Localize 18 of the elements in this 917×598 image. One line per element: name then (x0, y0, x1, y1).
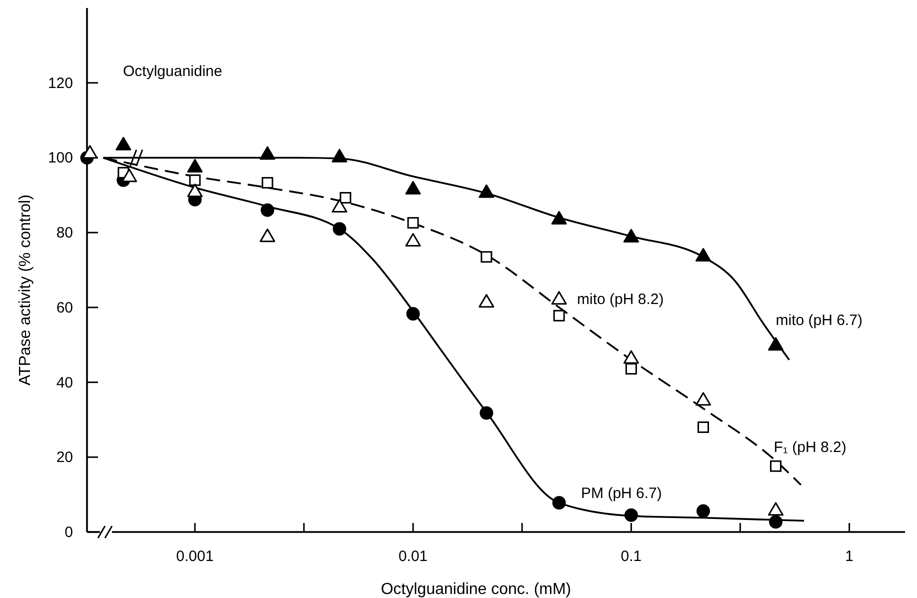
series-label: PM (pH 6.7) (581, 484, 662, 502)
y-tick-label: 60 (56, 299, 73, 316)
x-tick-label: 0.001 (176, 548, 214, 565)
series-label: mito (pH 6.7) (776, 312, 862, 329)
y-tick-label: 20 (56, 449, 73, 466)
y-tick-label: 120 (48, 74, 73, 92)
x-axis-title: Octylguanidine conc. (mM) (380, 581, 572, 598)
y-tick-label: 100 (48, 150, 73, 167)
y-axis-title: ATPase activity (% control) (17, 194, 34, 386)
x-tick-label: 0.01 (398, 548, 428, 565)
y-tick-label: 40 (56, 374, 73, 392)
series-label: F₁ (pH 8.2) (774, 439, 846, 456)
y-tick-label: 80 (56, 224, 73, 242)
text: Octylguanidine (123, 63, 222, 80)
x-tick-label: 0.1 (620, 548, 642, 565)
series-label: mito (pH 8.2) (577, 290, 664, 308)
y-tick-label: 0 (64, 524, 73, 541)
x-tick-label: 1 (845, 548, 854, 565)
